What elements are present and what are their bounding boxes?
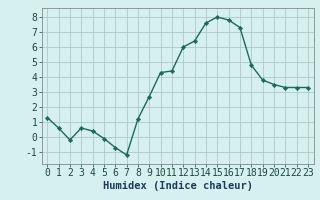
X-axis label: Humidex (Indice chaleur): Humidex (Indice chaleur) xyxy=(103,181,252,191)
